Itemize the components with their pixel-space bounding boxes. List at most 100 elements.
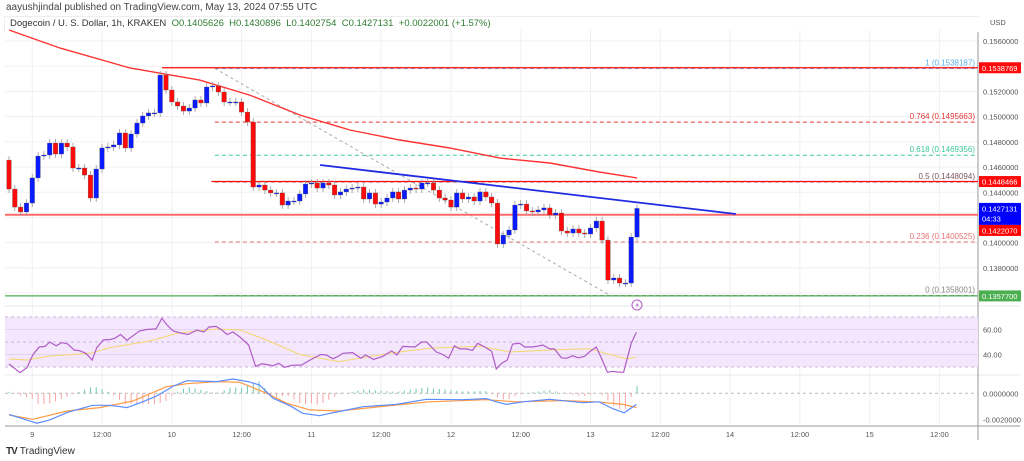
time-tick-label: 9 bbox=[30, 430, 34, 439]
fib-level-label: 0.764 (0.1495663) bbox=[910, 112, 976, 121]
symbol-name[interactable]: Dogecoin / U. S. Dollar, 1h, KRAKEN bbox=[10, 18, 167, 29]
candle-bearish bbox=[489, 196, 495, 204]
candle-bullish bbox=[146, 112, 152, 117]
candle-bullish bbox=[628, 236, 634, 284]
currency-label: USD bbox=[990, 18, 1006, 27]
candle-bearish bbox=[524, 203, 529, 212]
candle-bullish bbox=[500, 234, 506, 245]
legend-box bbox=[4, 16, 979, 33]
candle-bullish bbox=[419, 182, 425, 190]
ohlc-high: H0.1430896 bbox=[229, 18, 281, 29]
candle-bullish bbox=[274, 192, 279, 195]
fib-level-label: 0.236 (0.1400525) bbox=[910, 232, 976, 241]
price-level-badge bbox=[979, 290, 1021, 302]
rsi-line bbox=[8, 317, 637, 374]
rsi-tick-label: 40.00 bbox=[983, 351, 1002, 360]
lightning-glyph bbox=[635, 301, 639, 309]
time-tick-label: 12:00 bbox=[930, 430, 949, 439]
candle-bullish bbox=[349, 187, 355, 190]
candle-bearish bbox=[64, 142, 70, 148]
ohlc-low: L0.1402754 bbox=[286, 18, 337, 29]
price-tick-label: 0.1380000 bbox=[983, 264, 1018, 273]
candle-bearish bbox=[471, 196, 477, 202]
candle-bullish bbox=[465, 196, 471, 200]
candle-bullish bbox=[297, 193, 303, 202]
candle-bullish bbox=[518, 203, 524, 206]
candle-bullish bbox=[303, 183, 309, 195]
candle-bearish bbox=[262, 184, 268, 191]
candle-bearish bbox=[198, 99, 204, 104]
fib-trend-line bbox=[214, 68, 611, 296]
candle-bullish bbox=[338, 191, 343, 196]
candle-bullish bbox=[47, 142, 53, 156]
candle-bullish bbox=[227, 101, 233, 104]
candle-bearish bbox=[396, 191, 402, 200]
candle-bearish bbox=[582, 232, 588, 235]
time-tick-label: 12:00 bbox=[511, 430, 530, 439]
candle-bullish bbox=[105, 146, 111, 149]
brand-name: TradingView bbox=[19, 446, 75, 457]
candle-bullish bbox=[233, 101, 239, 104]
price-tick-label: 0.1460000 bbox=[983, 163, 1018, 172]
candle-bearish bbox=[268, 189, 274, 194]
price-tick-label: 0.1500000 bbox=[983, 113, 1018, 122]
candle-bearish bbox=[239, 101, 245, 113]
ohlc-open: O0.1405626 bbox=[171, 18, 224, 29]
candle-bullish bbox=[256, 184, 262, 188]
candle-bullish bbox=[401, 189, 407, 200]
price-level-badge bbox=[979, 62, 1021, 74]
price-tick-label: 0.1480000 bbox=[983, 138, 1018, 147]
candle-bearish bbox=[617, 277, 623, 284]
tradingview-logo[interactable]: TV TradingView bbox=[6, 446, 75, 457]
candle-bearish bbox=[70, 146, 76, 169]
time-tick-label: 12:00 bbox=[93, 430, 112, 439]
time-tick-label: 12:00 bbox=[232, 430, 251, 439]
candle-bearish bbox=[314, 182, 320, 189]
candle-bearish bbox=[169, 89, 175, 103]
candle-bullish bbox=[425, 182, 431, 185]
price-tick-label: 0.1440000 bbox=[983, 189, 1018, 198]
candle-bullish bbox=[23, 202, 29, 213]
candle-bearish bbox=[221, 91, 227, 103]
price-level-badge-text: 0.1538769 bbox=[982, 64, 1017, 73]
candle-bullish bbox=[186, 107, 192, 112]
time-tick-label: 12:00 bbox=[790, 430, 809, 439]
time-tick-label: 12 bbox=[447, 430, 455, 439]
time-tick-label: 12:00 bbox=[372, 430, 391, 439]
fib-level-label: 0 (0.1358001) bbox=[925, 286, 975, 295]
countdown-text: 04:33 bbox=[982, 214, 1001, 223]
candle-bullish bbox=[93, 168, 99, 199]
candle-bearish bbox=[483, 191, 489, 198]
candle-bullish bbox=[210, 85, 215, 88]
candle-bearish bbox=[495, 202, 500, 245]
candle-bullish bbox=[41, 154, 47, 157]
lightning-icon bbox=[631, 299, 643, 311]
rsi-ma-line bbox=[8, 328, 637, 363]
candle-bullish bbox=[117, 132, 122, 146]
price-tick-label: 0.1560000 bbox=[983, 37, 1018, 46]
candle-bearish bbox=[215, 85, 221, 93]
fib-level-label: 0.5 (0.1448094) bbox=[919, 172, 976, 181]
candle-bullish bbox=[407, 187, 413, 191]
candle-bearish bbox=[361, 186, 367, 200]
price-level-badge-text: 0.1357700 bbox=[982, 292, 1017, 301]
candle-bearish bbox=[18, 206, 24, 213]
candle-bearish bbox=[599, 220, 605, 241]
price-tick-label: 0.1520000 bbox=[983, 87, 1018, 96]
candle-bullish bbox=[593, 220, 599, 229]
candle-bullish bbox=[535, 209, 541, 213]
candle-bullish bbox=[343, 188, 349, 193]
candle-bullish bbox=[35, 155, 41, 179]
candle-bearish bbox=[332, 184, 338, 196]
time-tick-label: 10 bbox=[168, 430, 176, 439]
candle-bearish bbox=[558, 212, 564, 232]
ohlc-close: C0.1427131 bbox=[341, 18, 394, 29]
candle-bearish bbox=[564, 230, 570, 234]
candle-bearish bbox=[250, 121, 256, 188]
candle-bearish bbox=[460, 192, 466, 200]
last-price-badge-text: 0.1427131 bbox=[982, 204, 1017, 213]
candle-bullish bbox=[291, 200, 297, 203]
candle-bullish bbox=[367, 192, 372, 200]
candle-bearish bbox=[436, 189, 442, 199]
